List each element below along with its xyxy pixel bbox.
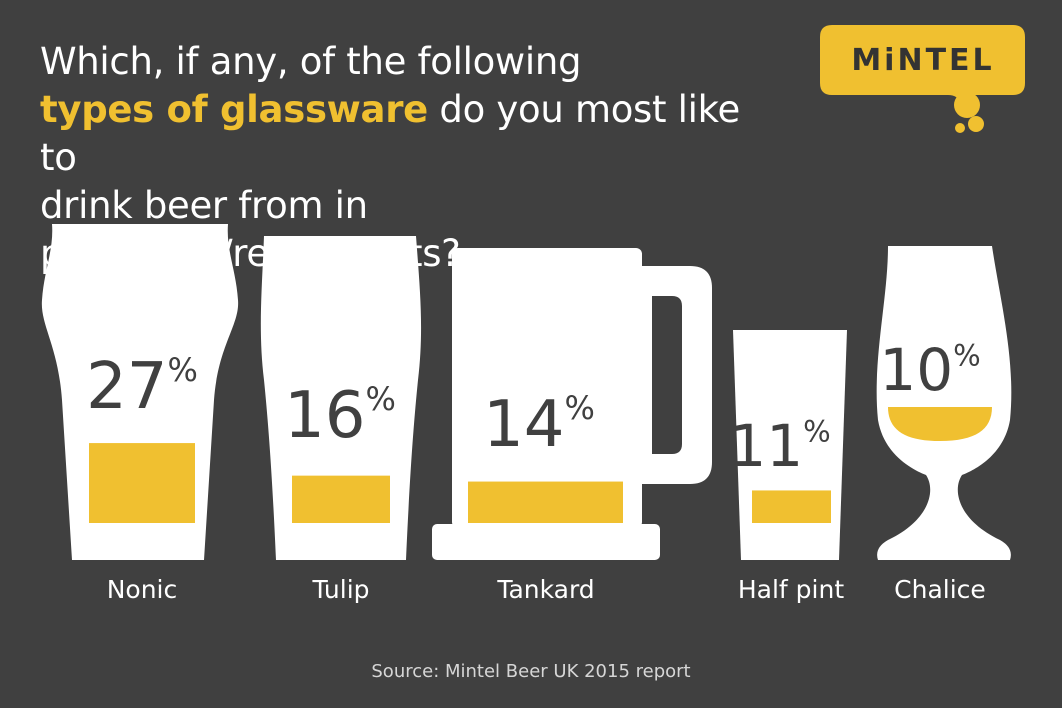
- mintel-logo: MiNTEL: [820, 25, 1025, 133]
- glass-half-pint: 11% Half pint: [729, 330, 847, 604]
- tankard-body: [452, 248, 642, 528]
- source-note: Source: Mintel Beer UK 2015 report: [371, 661, 691, 682]
- value-unit: %: [366, 380, 396, 418]
- logo-bubble-medium: [968, 116, 984, 132]
- value-label-chalice: 10%: [879, 336, 980, 404]
- glass-chalice-body: [876, 246, 1012, 560]
- category-label-nonic: Nonic: [107, 575, 178, 604]
- value-label-nonic: 27%: [86, 350, 198, 424]
- beer-level-tulip: [292, 475, 390, 523]
- value-label-half-pint: 11%: [729, 412, 830, 480]
- value-unit: %: [803, 415, 831, 449]
- value-number: 10: [879, 336, 953, 404]
- value-number: 14: [483, 388, 564, 462]
- logo-bubble-large: [954, 92, 980, 118]
- tankard-base: [432, 524, 660, 560]
- glass-tankard: 14% Tankard: [432, 248, 712, 604]
- beer-level-tankard: [468, 481, 623, 523]
- value-number: 27: [86, 350, 167, 424]
- category-label-chalice: Chalice: [894, 575, 986, 604]
- category-label-half-pint: Half pint: [738, 575, 844, 604]
- category-label-tankard: Tankard: [496, 575, 594, 604]
- value-label-tankard: 14%: [483, 388, 595, 462]
- beer-level-nonic: [89, 443, 195, 523]
- value-unit: %: [565, 389, 595, 427]
- title-highlight: types of glassware: [40, 88, 428, 131]
- value-number: 11: [729, 412, 803, 480]
- value-number: 16: [284, 379, 365, 453]
- tankard-handle: [636, 266, 712, 484]
- title-line-2: types of glassware do you most like to: [40, 86, 780, 182]
- logo-text: MiNTEL: [851, 43, 994, 78]
- beer-level-half-pint: [752, 490, 831, 523]
- glass-tulip: 16% Tulip: [260, 236, 422, 604]
- value-unit: %: [953, 339, 981, 373]
- logo-bubble-small: [955, 123, 965, 133]
- value-unit: %: [168, 351, 198, 389]
- title-line-2-rest: do you most like to: [40, 88, 740, 179]
- value-label-tulip: 16%: [284, 379, 396, 453]
- category-label-tulip: Tulip: [311, 575, 369, 604]
- logo-badge: [820, 25, 1025, 105]
- glass-nonic: 27% Nonic: [41, 224, 239, 604]
- beer-level-chalice: [888, 407, 992, 441]
- title-line-1: Which, if any, of the following: [40, 40, 582, 83]
- glass-chalice: 10% Chalice: [876, 246, 1012, 604]
